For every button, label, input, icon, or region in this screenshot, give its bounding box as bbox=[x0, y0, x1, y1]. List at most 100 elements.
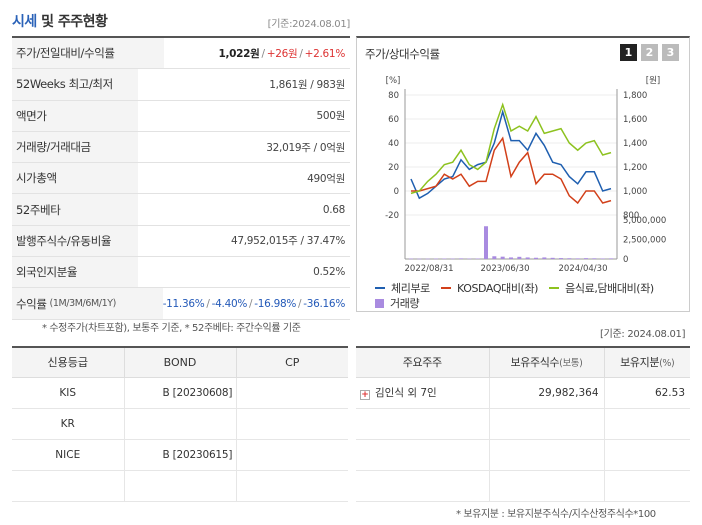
credit-rating-table: 신용등급 BOND CP KIS B [20230608] KR NICE B … bbox=[12, 346, 348, 502]
return-1m: -11.36% bbox=[162, 297, 205, 310]
shares-value: 47,952,015주 / 37.47% bbox=[230, 235, 345, 248]
return-1y: -36.16% bbox=[303, 297, 345, 310]
table-row: + 김인식 외 7인 29,982,364 62.53 bbox=[356, 377, 690, 409]
volume-label: 거래량/거래대금 bbox=[12, 131, 138, 163]
info-row-52weeks: 52Weeks 최고/최저 1,861원 / 983원 bbox=[12, 69, 350, 101]
face-label: 액면가 bbox=[12, 100, 138, 131]
return-6m: -16.98% bbox=[254, 297, 297, 310]
series-line-1 bbox=[411, 136, 612, 205]
chart-page-1-button[interactable]: 1 bbox=[620, 44, 637, 61]
right-tick-label: 800 bbox=[623, 211, 639, 221]
returns-label: 수익률 (1M/3M/6M/1Y) bbox=[12, 288, 163, 319]
info-row-market-cap: 시가총액 490억원 bbox=[12, 163, 350, 195]
x-tick-label: 2022/08/31 bbox=[405, 264, 454, 274]
credit-agency: KIS bbox=[12, 377, 124, 409]
x-tick-label: 2024/04/30 bbox=[559, 264, 608, 274]
title-rest: 및 주주현황 bbox=[36, 14, 108, 30]
return-3m: -4.40% bbox=[211, 297, 248, 310]
holder-header-row: 주요주주 보유주식수(보통) 보유지분(%) bbox=[356, 347, 690, 378]
credit-bond bbox=[123, 408, 236, 440]
credit-agency: NICE bbox=[12, 439, 124, 471]
info-row-face-value: 액면가 500원 bbox=[12, 100, 350, 132]
info-row-volume: 거래량/거래대금 32,019주 / 0억원 bbox=[12, 131, 350, 164]
chart-panel: [%] [원] 80 60 40 20 0 -20 1,800 1,600 1,400 1,200 1,… bbox=[356, 36, 690, 312]
left-tick-label: 80 bbox=[388, 91, 399, 101]
chart-pager: 1 2 3 bbox=[620, 44, 679, 61]
volume-bar bbox=[500, 256, 505, 259]
legend-label-stock: 체리부로 bbox=[391, 281, 430, 295]
volume-bar bbox=[600, 258, 605, 259]
note-left: * 수정주가(차트포함), 보통주 기준, * 52주베타: 주간수익률 기준 bbox=[42, 323, 301, 334]
volume-bar bbox=[559, 258, 563, 259]
price-value: 1,022원 / +26원 / +2.61% bbox=[218, 47, 345, 60]
chart-page-3-button[interactable]: 3 bbox=[662, 44, 679, 61]
info-row-foreign: 외국인지분율 0.52% bbox=[12, 257, 350, 289]
volume-bar bbox=[409, 258, 413, 260]
volume-bar bbox=[509, 257, 513, 259]
holder-header-shares: 보유주식수(보통) bbox=[488, 347, 604, 378]
volume-tick-label: 5,000,000 bbox=[623, 216, 666, 226]
holder-header-shares-unit: (보통) bbox=[559, 358, 583, 370]
left-axis-unit: [%] bbox=[386, 76, 401, 86]
credit-agency: KR bbox=[12, 408, 124, 440]
left-tick-label: 20 bbox=[388, 163, 399, 173]
volume-tick-label: 0 bbox=[623, 255, 628, 265]
right-tick-label: 1,800 bbox=[623, 91, 647, 101]
volume-bar bbox=[550, 257, 555, 259]
shares-label: 발행주식수/유동비율 bbox=[12, 225, 138, 257]
base-date-mid: [기준: 2024.08.01] bbox=[600, 329, 686, 340]
legend-item-kosdaq: KOSDAQ대비(좌) bbox=[441, 281, 538, 296]
holder-header-ratio: 보유지분(%) bbox=[603, 347, 690, 378]
volume-bar bbox=[517, 256, 522, 259]
volume-bar bbox=[434, 258, 438, 260]
left-tick-label: 40 bbox=[388, 139, 399, 149]
credit-header-bond: BOND bbox=[123, 347, 236, 378]
chart-legend: 체리부로 KOSDAQ대비(좌) 음식료,담배대비(좌) 거래량 bbox=[375, 278, 685, 312]
chart-page-2-button[interactable]: 2 bbox=[641, 44, 658, 61]
volume-bar bbox=[534, 257, 538, 259]
info-row-beta: 52주베타 0.68 bbox=[12, 194, 350, 226]
table-row: KIS B [20230608] bbox=[12, 377, 348, 409]
right-axis-unit: [원] bbox=[646, 76, 660, 86]
legend-item-food: 음식료,담배대비(좌) bbox=[549, 281, 654, 296]
holder-name: 김인식 외 7인 bbox=[375, 387, 437, 399]
returns-value: -11.36% / -4.40% / -16.98% / -36.16% bbox=[162, 297, 346, 310]
beta-label: 52주베타 bbox=[12, 194, 138, 225]
holder-header-ratio-text: 보유지분 bbox=[620, 356, 660, 370]
volume-bar bbox=[459, 258, 463, 259]
credit-bond: B [20230608] bbox=[123, 377, 236, 409]
week52-label: 52Weeks 최고/최저 bbox=[12, 69, 138, 100]
table-row bbox=[356, 470, 690, 502]
current-price: 1,022원 bbox=[218, 47, 260, 60]
expand-plus-icon[interactable]: + bbox=[360, 390, 370, 400]
volume-value: 32,019주 / 0억원 bbox=[266, 141, 345, 154]
volume-bar bbox=[542, 257, 547, 259]
right-tick-label: 1,000 bbox=[623, 187, 647, 197]
foreign-value: 0.52% bbox=[313, 266, 345, 279]
face-value: 500원 bbox=[316, 110, 345, 123]
series-line-2 bbox=[410, 102, 612, 195]
quote-info-table: 주가/전일대비/수익률 1,022원 / +26원 / +2.61% 52Weeks 최… bbox=[12, 36, 350, 320]
table-row: KR bbox=[12, 408, 348, 440]
right-tick-label: 1,200 bbox=[623, 163, 647, 173]
credit-bond: B [20230615] bbox=[123, 439, 236, 471]
week52-value: 1,861원 / 983원 bbox=[269, 78, 345, 91]
holder-shares: 29,982,364 bbox=[488, 377, 604, 409]
price-label: 주가/전일대비/수익률 bbox=[12, 38, 164, 69]
volume-bar bbox=[475, 258, 480, 260]
table-row bbox=[356, 408, 690, 440]
credit-header-agency: 신용등급 bbox=[12, 347, 124, 378]
returns-period: (1M/3M/6M/1Y) bbox=[49, 298, 117, 310]
price-change: +26원 bbox=[266, 47, 298, 60]
holder-header-name: 주요주주 bbox=[356, 347, 489, 378]
table-row: NICE B [20230615] bbox=[12, 439, 348, 471]
note-bottom: * 보유지분 : 보유지분주식수/지수산정주식수*100 bbox=[456, 509, 656, 520]
holder-name-cell[interactable]: + 김인식 외 7인 bbox=[356, 377, 489, 409]
volume-tick-label: 2,500,000 bbox=[623, 236, 666, 246]
info-row-returns: 수익률 (1M/3M/6M/1Y) -11.36% / -4.40% / -16.98% /… bbox=[12, 288, 350, 320]
volume-bar bbox=[450, 258, 455, 260]
left-tick-label: -20 bbox=[385, 211, 399, 221]
base-date-top: [기준:2024.08.01] bbox=[267, 19, 351, 30]
left-tick-label: 60 bbox=[388, 115, 399, 125]
credit-cp bbox=[235, 470, 348, 502]
